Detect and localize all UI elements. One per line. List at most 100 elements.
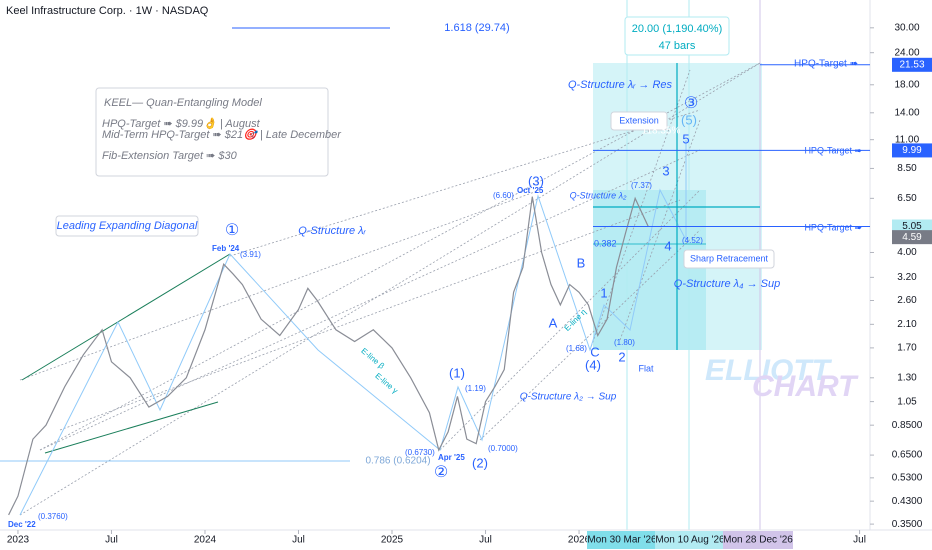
x-tick-label: 2025 xyxy=(381,535,404,546)
label: Leading Expanding Diagonal xyxy=(57,220,198,232)
y-tick-label: 0.5300 xyxy=(892,472,923,483)
waves: ① (1) (2) ② (3) ③ (4) (5) 1 2 3 4 5 A B … xyxy=(225,95,698,481)
y-tick-label: 0.3500 xyxy=(892,519,923,530)
date-note: Apr '25 xyxy=(438,453,465,462)
wave-label: A xyxy=(549,315,558,330)
x-tick-label: 2023 xyxy=(7,535,30,546)
date-note: Feb '24 xyxy=(212,244,240,253)
wave-label: 4 xyxy=(664,238,671,253)
label: Q-Structure λ₄ → Sup xyxy=(674,278,780,290)
chart-title: Keel Infrastructure Corp. · 1W · NASDAQ xyxy=(6,5,209,17)
x-highlight-box xyxy=(587,531,657,549)
x-highlight-box xyxy=(655,531,725,549)
y-tick-label: 0.6500 xyxy=(892,450,923,461)
target-label: HPQ-Target ➠ xyxy=(804,222,862,232)
fib-label: 0.786 (0.6204) xyxy=(365,456,430,467)
wave-label: 2 xyxy=(618,349,625,364)
fib-label: 0.382 xyxy=(594,238,617,248)
y-tick-label: 0.8500 xyxy=(892,420,923,431)
price-box xyxy=(892,143,932,158)
y-tick-label: 8.50 xyxy=(897,163,917,174)
y-tick-label: 24.00 xyxy=(894,47,919,58)
wave-label: B xyxy=(577,255,586,270)
price-box xyxy=(892,219,932,234)
wave-label: ② xyxy=(434,464,448,481)
label: Q-Structure λᵣ → Res xyxy=(568,79,673,91)
price-line xyxy=(8,196,649,516)
y-tick-label: 4.00 xyxy=(897,247,917,258)
x-tick-label: Jul xyxy=(105,535,118,546)
price-note: (4.52) xyxy=(682,236,703,245)
y-tick-label: 1.05 xyxy=(897,396,917,407)
x-highlight-label: Mon 28 Dec '26 xyxy=(723,535,793,546)
price-note: (7.37) xyxy=(631,181,652,190)
price-box-label: 4.59 xyxy=(902,232,922,243)
price-note: (3.91) xyxy=(240,250,261,259)
x-highlight-box xyxy=(723,531,793,549)
y-tick-label: 0.4300 xyxy=(892,496,923,507)
y-tick-label: 18.00 xyxy=(894,79,919,90)
x-tick-label: Jul xyxy=(292,535,305,546)
label-box xyxy=(55,215,199,237)
wave-label: ③ xyxy=(684,95,698,112)
y-tick-label: 3.20 xyxy=(897,272,917,283)
price-note: (6.60) xyxy=(493,191,514,200)
y-tick-label: 6.50 xyxy=(897,193,917,204)
note-box xyxy=(95,87,329,177)
price-note: (1.80) xyxy=(614,338,635,347)
wave-label: 3 xyxy=(662,163,669,178)
price-box xyxy=(892,57,932,72)
wave-label: C xyxy=(590,344,599,359)
wave-label: 5 xyxy=(682,131,689,146)
price-box-label: 9.99 xyxy=(902,145,922,156)
price-note: (1.68) xyxy=(566,344,587,353)
watermark: CHART xyxy=(752,370,859,403)
note-line: HPQ-Target ➠ $9.99👌 | August xyxy=(102,117,261,130)
y-tick-label: 2.60 xyxy=(897,295,917,306)
wave-label: (4) xyxy=(585,357,601,372)
label: Sharp Retracement xyxy=(690,253,769,263)
label: Flat xyxy=(638,363,654,373)
note-line: KEEL— Quan-Entangling Model xyxy=(104,97,262,109)
measure-box xyxy=(624,16,730,56)
x-highlight-label: Mon 10 Aug '26 xyxy=(655,535,725,546)
e-line-label: E-line γ xyxy=(373,371,399,395)
wave-label: (1) xyxy=(449,365,465,380)
label: Q-Structure λ₂ → Sup xyxy=(520,392,617,403)
x-tick-label: 2024 xyxy=(194,535,217,546)
wave-label: (5) xyxy=(681,112,697,127)
label-box xyxy=(683,249,775,269)
price-note: (0.6730) xyxy=(405,448,435,457)
price-box xyxy=(892,230,932,245)
y-tick-label: 2.10 xyxy=(897,319,917,330)
price-box-label: 21.53 xyxy=(899,59,924,70)
price-box-label: 5.05 xyxy=(902,221,922,232)
price-note: (0.7000) xyxy=(488,444,518,453)
date-note: Oct '25 xyxy=(517,186,544,195)
label: Q-Structure λ₂ xyxy=(570,190,627,200)
note-line: Mid-Term HPQ-Target ➠ $21🎯 | Late Decemb… xyxy=(102,128,342,141)
e-line-label: E-line η xyxy=(563,307,589,333)
wave-label: ① xyxy=(225,222,239,239)
y-tick-label: 1.70 xyxy=(897,343,917,354)
date-note: Dec '22 xyxy=(8,520,36,529)
x-tick-label: 2026 xyxy=(568,535,591,546)
y-tick-label: 1.30 xyxy=(897,372,917,383)
price-note: (0.3760) xyxy=(38,512,68,521)
measure-label: 20.00 (1,190.40%) xyxy=(632,23,723,35)
label: Q-Structure λᵣ xyxy=(298,225,366,237)
watermark: ELLIOTT xyxy=(705,354,833,387)
note-line: Fib-Extension Target ➠ $30 xyxy=(102,150,238,162)
x-tick-label: Jul xyxy=(853,535,866,546)
wave-label: (3) xyxy=(528,173,544,188)
y-tick-label: 30.00 xyxy=(894,22,919,33)
measure-label: 47 bars xyxy=(659,40,696,52)
y-tick-label: 14.00 xyxy=(894,107,919,118)
target-label: HPQ-Target ➠ xyxy=(794,59,858,70)
x-highlight-label: Mon 30 Mar '26 xyxy=(587,535,657,546)
e-line-label: E-line β xyxy=(359,346,386,371)
wave-label: (2) xyxy=(472,455,488,470)
label: Extension xyxy=(619,115,659,125)
label-box xyxy=(610,111,668,131)
